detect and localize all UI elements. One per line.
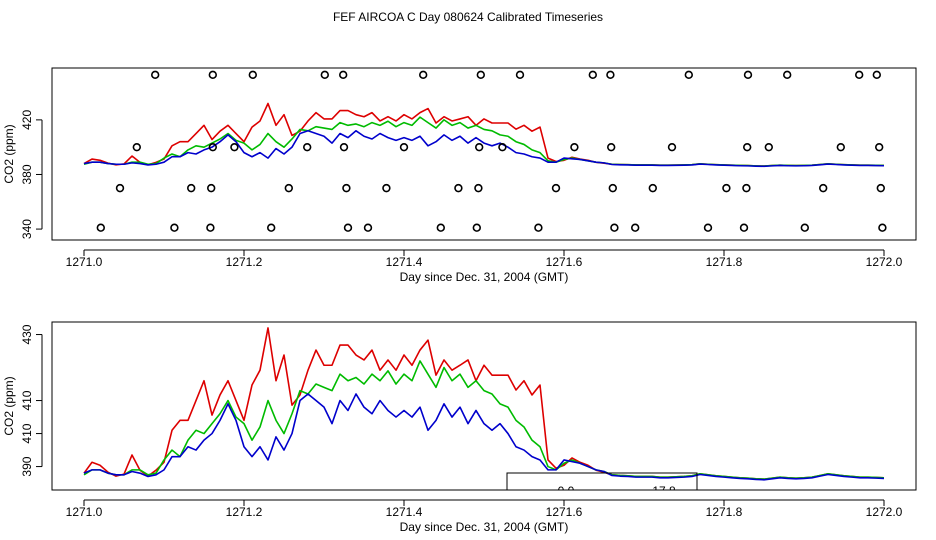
- plot-frame: [51, 321, 917, 491]
- data-point: [703, 223, 713, 232]
- data-point: [474, 183, 483, 193]
- data-point: [782, 70, 792, 80]
- y-tick-label: 410: [20, 390, 34, 410]
- y-tick-label: 340: [20, 219, 34, 239]
- x-tick-label: 1272.0: [866, 255, 903, 269]
- data-point: [208, 70, 218, 80]
- data-point: [515, 70, 525, 80]
- box-label: 0.0: [558, 484, 575, 498]
- data-point: [606, 142, 616, 152]
- chart-title: FEF AIRCOA C Day 080624 Calibrated Times…: [333, 10, 603, 24]
- data-point: [454, 183, 463, 193]
- data-point: [742, 142, 752, 152]
- data-point: [742, 183, 751, 193]
- data-point: [267, 223, 276, 232]
- box-label: 17.8: [652, 484, 676, 498]
- data-point: [151, 70, 160, 80]
- data-point: [230, 142, 239, 152]
- data-point: [610, 223, 619, 232]
- data-point: [472, 223, 481, 232]
- data-point: [551, 183, 561, 193]
- data-point: [684, 70, 693, 80]
- data-point: [342, 183, 351, 193]
- data-point: [339, 142, 349, 152]
- data-point: [872, 70, 881, 80]
- data-point: [475, 142, 484, 152]
- plot-area: [83, 327, 885, 481]
- data-point: [498, 142, 507, 152]
- data-point: [248, 70, 258, 80]
- y-tick-label: 380: [20, 164, 34, 184]
- y-tick-label: 430: [20, 324, 34, 344]
- data-point: [570, 142, 579, 152]
- x-tick-label: 1271.0: [66, 505, 103, 519]
- x-tick-label: 1271.4: [386, 505, 423, 519]
- data-point: [608, 183, 617, 193]
- data-point: [382, 183, 391, 193]
- data-point: [648, 183, 657, 193]
- data-point: [303, 142, 312, 152]
- data-point: [343, 223, 353, 232]
- x-tick-label: 1271.8: [706, 505, 743, 519]
- x-tick-label: 1271.4: [386, 255, 423, 269]
- y-axis-title: CO2 (ppm): [2, 376, 16, 435]
- data-point: [722, 183, 731, 193]
- data-point: [764, 142, 773, 152]
- data-point: [630, 223, 640, 232]
- data-point: [399, 142, 409, 152]
- series-line: [83, 129, 885, 168]
- x-tick-label: 1271.2: [226, 255, 263, 269]
- y-tick-label: 390: [20, 456, 34, 476]
- data-point: [284, 183, 293, 193]
- data-point: [419, 70, 428, 80]
- label-box-text: 0.0 17.8: [558, 484, 676, 498]
- data-point: [876, 183, 885, 193]
- x-tick-label: 1271.2: [226, 505, 263, 519]
- y-tick-label: 410: [20, 423, 34, 443]
- data-point: [739, 223, 749, 232]
- data-point: [320, 70, 329, 80]
- label-box: [506, 472, 698, 491]
- data-point: [588, 70, 597, 80]
- x-tick-label: 1271.0: [66, 255, 103, 269]
- x-tick-label: 1271.6: [546, 255, 583, 269]
- data-point: [363, 223, 373, 232]
- x-tick-label: 1271.8: [706, 255, 743, 269]
- y-axis-title: CO2 (ppm): [2, 124, 16, 183]
- data-point: [208, 142, 218, 152]
- data-point: [132, 142, 142, 152]
- data-point: [96, 223, 106, 232]
- data-point: [187, 183, 196, 193]
- data-point: [606, 70, 615, 80]
- plot-frame: [51, 67, 917, 241]
- data-point: [476, 70, 485, 80]
- data-point: [878, 223, 887, 232]
- data-point: [436, 223, 445, 232]
- x-tick-label: 1272.0: [866, 505, 903, 519]
- data-point: [874, 142, 884, 152]
- data-point: [534, 223, 543, 232]
- y-tick-label: 420: [20, 110, 34, 130]
- data-point: [818, 183, 828, 193]
- x-axis-title: Day since Dec. 31, 2004 (GMT): [400, 270, 569, 284]
- x-tick-label: 1271.6: [546, 505, 583, 519]
- data-point: [800, 223, 809, 232]
- data-point: [743, 70, 753, 80]
- data-point: [170, 223, 179, 232]
- data-point: [667, 142, 677, 152]
- data-point: [339, 70, 348, 80]
- data-point: [206, 223, 215, 232]
- data-point: [115, 183, 125, 193]
- data-point: [836, 142, 845, 152]
- series-line: [83, 393, 885, 481]
- data-point: [854, 70, 864, 80]
- data-point: [207, 183, 216, 193]
- x-axis-title: Day since Dec. 31, 2004 (GMT): [400, 520, 569, 534]
- plot-area: [83, 70, 887, 232]
